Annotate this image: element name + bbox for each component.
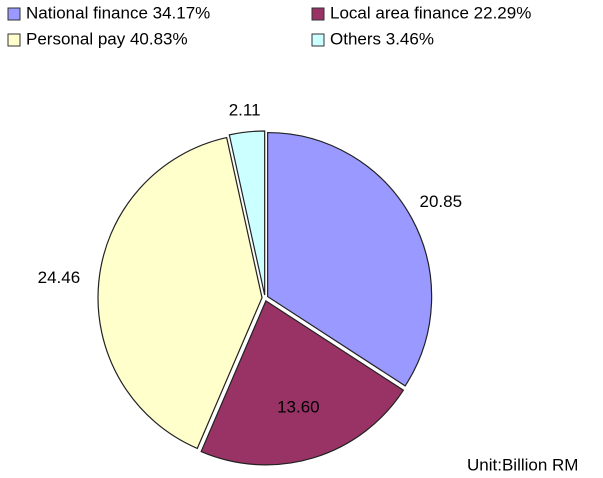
data-label: 2.11 <box>229 101 261 120</box>
pie-slice <box>267 131 433 387</box>
data-label: 20.85 <box>419 192 462 211</box>
legend-label: Others 3.46% <box>330 29 434 48</box>
legend-swatch <box>311 7 325 21</box>
legend-label: Personal pay 40.83% <box>26 29 188 48</box>
legend-label: National finance 34.17% <box>26 3 210 22</box>
legend-swatch <box>7 33 21 47</box>
unit-note: Unit:Billion RM <box>467 455 578 474</box>
legend-label: Local area finance 22.29% <box>330 3 531 22</box>
pie-slice <box>97 136 263 450</box>
pie-slice <box>228 130 266 296</box>
data-label: 24.46 <box>38 268 81 287</box>
legend-swatch <box>7 7 21 21</box>
legend-swatch <box>311 33 325 47</box>
pie-slice <box>200 299 405 466</box>
data-label: 13.60 <box>277 398 320 417</box>
